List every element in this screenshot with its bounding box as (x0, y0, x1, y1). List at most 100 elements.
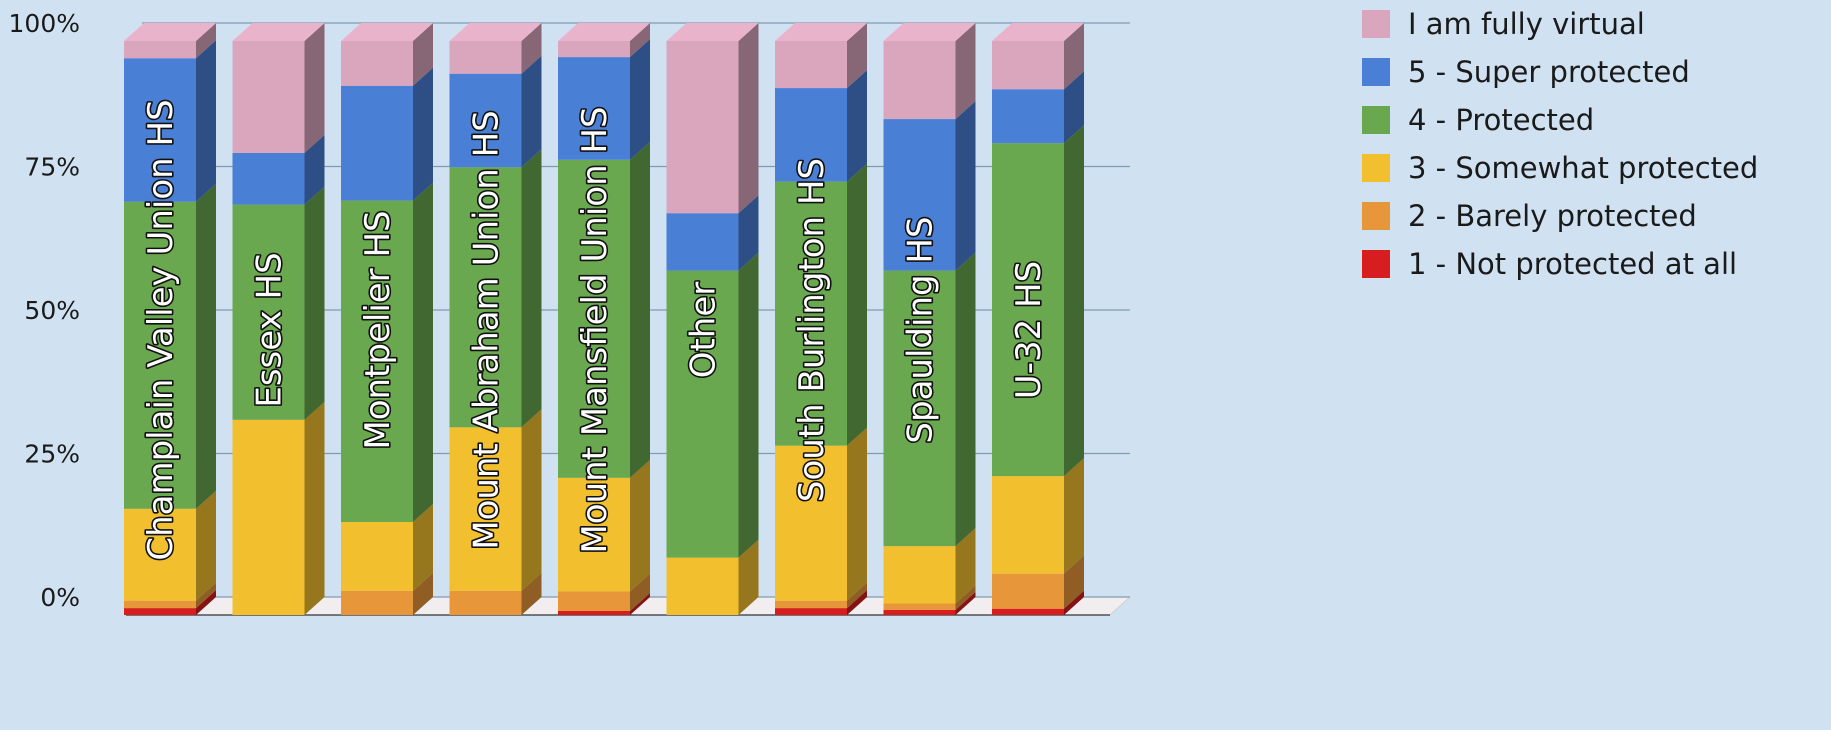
bar-segment-side (196, 490, 216, 601)
legend-swatch (1362, 58, 1390, 86)
bar-segment-side (196, 23, 216, 59)
bar-segment (883, 270, 956, 547)
bar-stack (124, 23, 216, 615)
bar-segment (992, 608, 1064, 615)
bar-segment-side (847, 70, 867, 182)
y-tick-label: 0% (40, 583, 80, 612)
bar-segment-side (738, 23, 759, 214)
bar-segment (775, 181, 847, 446)
bar-segment (883, 609, 956, 615)
category-label: South Burlington HS (792, 158, 832, 502)
y-tick-label: 100% (9, 9, 80, 38)
bar-segment (232, 41, 305, 153)
bar-segment (341, 522, 413, 591)
bar-stack (775, 23, 867, 615)
legend-label: 2 - Barely protected (1408, 199, 1697, 233)
bar-segment (558, 57, 630, 160)
bar-segment-side (521, 149, 542, 428)
bar-segment-side (196, 582, 216, 609)
category-labels-layer: Champlain Valley Union HS Essex HS Montpel… (139, 98, 1050, 562)
bar-segment-side (304, 186, 325, 420)
bar-segment (775, 445, 847, 601)
bar-segment (883, 603, 956, 610)
bar-segment (124, 608, 196, 615)
bar-segment (558, 159, 630, 478)
bar-stack (449, 23, 542, 615)
bar-segment (341, 41, 413, 86)
bar-segment-side (1064, 23, 1084, 90)
bar-segment-side (1064, 590, 1084, 615)
category-label: Champlain Valley Union HS (141, 99, 181, 560)
bar-top-face (341, 23, 433, 41)
bar-segment (232, 419, 305, 615)
bar-top-face (883, 23, 976, 41)
legend-item: 2 - Barely protected (1362, 199, 1697, 233)
bar-segment (341, 200, 413, 523)
bars-layer (124, 23, 1084, 615)
legend-swatch (1362, 10, 1390, 38)
category-label: Mount Mansfield Union HS (575, 106, 615, 553)
bar-segment (775, 608, 847, 615)
category-label: Other (684, 282, 724, 379)
bar-segment (775, 41, 847, 89)
bar-top-face (449, 23, 542, 41)
bar-segment (666, 213, 739, 271)
bar-segment (449, 427, 522, 591)
bar-segment-side (847, 590, 867, 615)
bar-stack (232, 23, 325, 615)
category-label: Essex HS (250, 252, 290, 407)
bar-segment (449, 73, 522, 168)
legend-item: 4 - Protected (1362, 103, 1594, 137)
bar-segment (341, 590, 413, 615)
legend-item: 1 - Not protected at all (1362, 247, 1737, 281)
legend-swatch (1362, 202, 1390, 230)
legend: I am fully virtual 5 - Super protected 4 -… (1362, 7, 1758, 281)
legend-item: 3 - Somewhat protected (1362, 151, 1758, 185)
bar-segment-side (847, 582, 867, 609)
legend-label: 1 - Not protected at all (1408, 247, 1737, 281)
legend-swatch (1362, 250, 1390, 278)
bar-segment (341, 85, 413, 201)
bar-segment (992, 573, 1064, 609)
bar-segment-side (304, 401, 325, 615)
bar-segment-side (413, 67, 433, 201)
bar-segment (883, 119, 956, 271)
bar-segment (558, 591, 630, 611)
bar-top-face (124, 23, 216, 41)
bar-segment-side (1064, 458, 1084, 574)
bar-segment-side (196, 183, 216, 509)
bar-segment-side (304, 23, 325, 153)
y-tick-label: 75% (24, 153, 80, 182)
bar-segment-side (1064, 125, 1084, 477)
bar-segment (232, 204, 305, 420)
bar-top-face (232, 23, 325, 41)
legend-label: I am fully virtual (1408, 7, 1645, 41)
bar-segment-side (1064, 71, 1084, 144)
bar-segment-side (738, 195, 759, 271)
bar-segment-side (521, 409, 542, 591)
bar-segment-side (630, 592, 650, 615)
bar-segment (449, 590, 522, 615)
legend-label: 5 - Super protected (1408, 55, 1690, 89)
bar-segment-side (304, 134, 325, 205)
bar-segment-side (738, 252, 759, 558)
bar-segment (775, 600, 847, 609)
bar-segment-side (521, 23, 542, 74)
bar-segment (666, 41, 739, 214)
bar-segment-side (521, 572, 542, 615)
bar-stack (341, 23, 433, 615)
bar-segment (992, 476, 1064, 574)
bar-segment-side (955, 23, 976, 120)
bar-segment-side (955, 528, 976, 604)
bar-segment-side (413, 572, 433, 615)
bar-segment (124, 41, 196, 59)
y-tick-label: 50% (24, 296, 80, 325)
bar-segment-side (847, 427, 867, 601)
bar-top-face (666, 23, 759, 41)
bar-stack (992, 23, 1084, 615)
bar-segment-side (955, 591, 976, 615)
bar-segment (558, 477, 630, 592)
legend-item: 5 - Super protected (1362, 55, 1690, 89)
